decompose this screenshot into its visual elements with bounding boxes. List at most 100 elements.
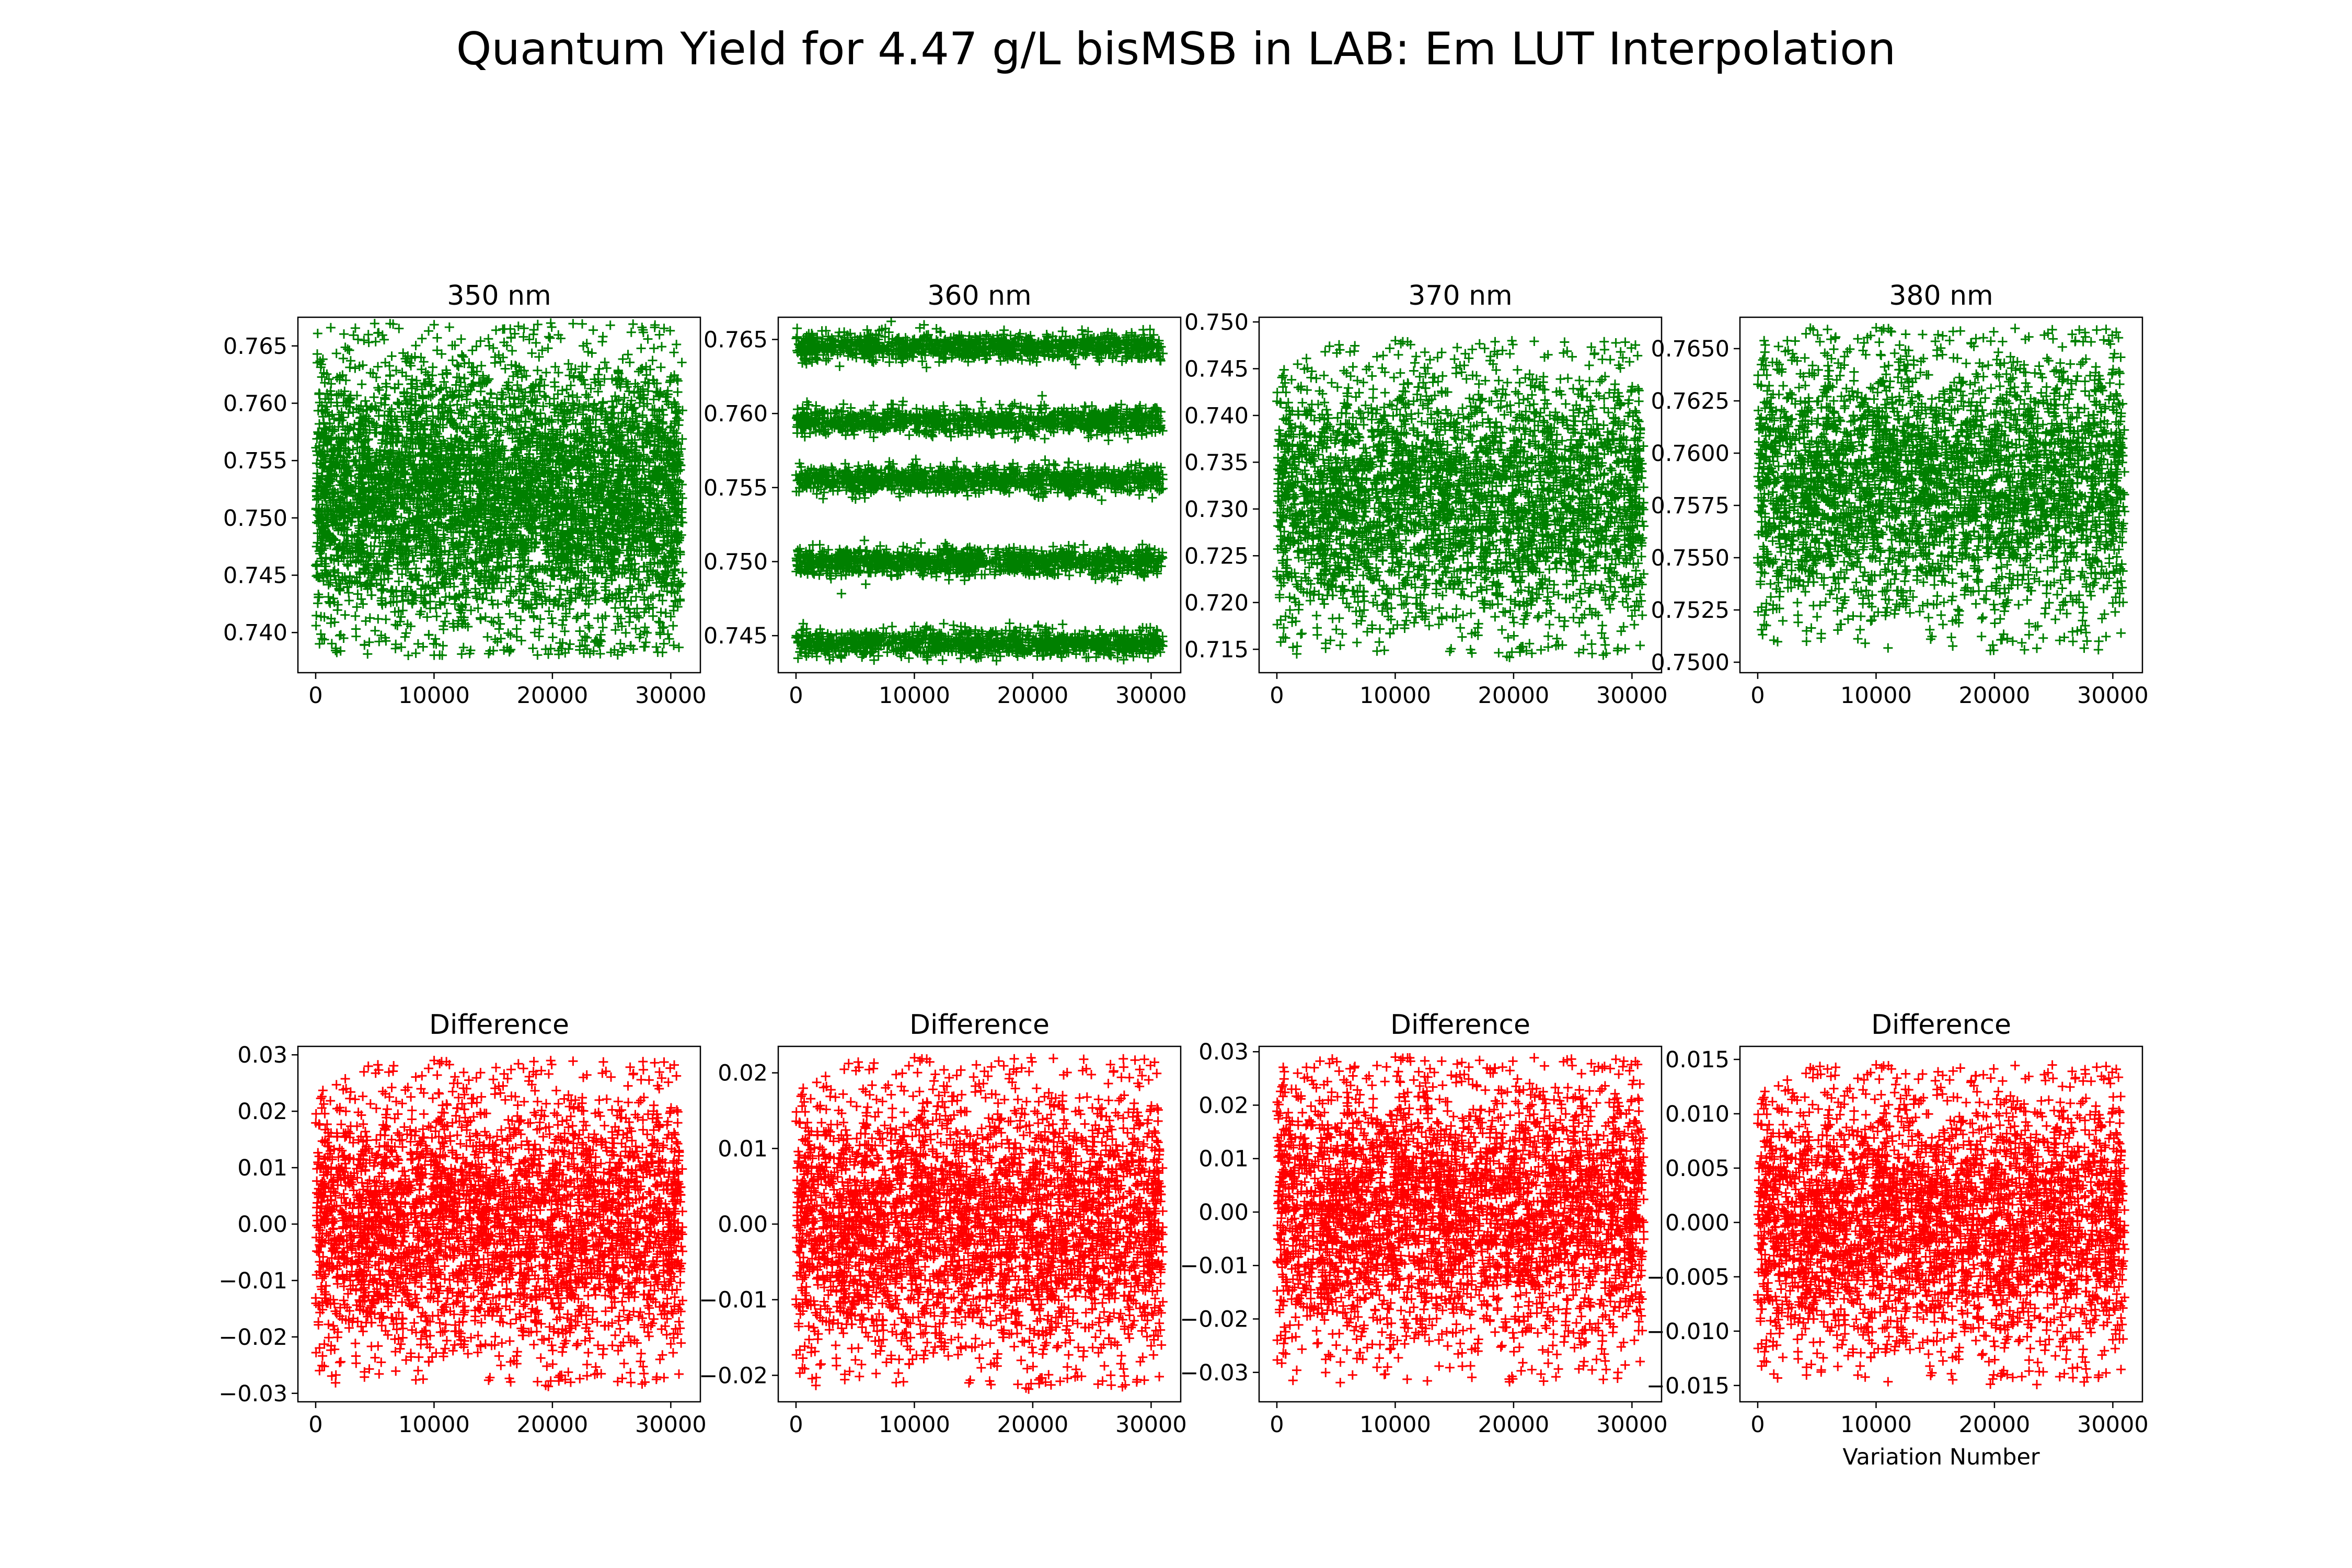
x-tick-label: 20000 <box>1959 1412 2031 1438</box>
y-tick-label: 0.720 <box>1184 590 1249 616</box>
x-tick-label: 0 <box>308 1412 322 1438</box>
x-tick-label: 0 <box>308 683 322 709</box>
y-tick-label: 0.02 <box>1198 1092 1249 1119</box>
x-tick-label: 30000 <box>2077 1412 2149 1438</box>
y-tick-label: 0.760 <box>704 401 768 427</box>
y-tick-label: 0.000 <box>1665 1210 1730 1236</box>
y-tick-label: 0.765 <box>704 327 768 353</box>
subplot-title: 350 nm <box>447 280 551 312</box>
x-tick-label: 20000 <box>997 1412 1069 1438</box>
y-tick-label: 0.760 <box>223 391 287 417</box>
y-tick-label: 0.00 <box>718 1212 768 1238</box>
x-tick-label: 0 <box>1270 683 1284 709</box>
y-tick-label: 0.005 <box>1665 1156 1730 1182</box>
y-tick-label: 0.01 <box>718 1136 768 1162</box>
scatter-series-8 <box>1753 1060 2129 1389</box>
x-tick-label: 0 <box>1750 1412 1765 1438</box>
subplot-3: 0 10000 20000 30000 0.715 0.720 0.725 0.730 0.73… <box>1184 280 1668 709</box>
x-tick-label: 0 <box>1270 1412 1284 1438</box>
x-tick-label: 20000 <box>1478 1412 1550 1438</box>
y-tick-label: 0.7525 <box>1651 597 1730 624</box>
y-tick-label: 0.01 <box>1198 1146 1249 1172</box>
x-axis-label: Variation Number <box>1842 1444 2039 1470</box>
y-tick-label: 0.765 <box>223 333 287 360</box>
y-tick-label: −0.02 <box>218 1324 287 1351</box>
y-tick-label: −0.015 <box>1646 1373 1730 1399</box>
subplot-title: 370 nm <box>1408 280 1512 312</box>
subplot-1: 0 10000 20000 30000 0.740 0.745 0.750 0.755 0.76… <box>223 280 707 709</box>
axes-frame <box>1739 1045 2143 1403</box>
scatter-series-7 <box>1272 1052 1648 1388</box>
subplot-5: 0 10000 20000 30000 −0.03 −0.02 −0.01 0.00 0.01 0… <box>218 1009 707 1438</box>
subplot-title: Difference <box>1390 1009 1530 1041</box>
x-tick-label: 10000 <box>1359 1412 1431 1438</box>
axes-frame <box>1739 316 2143 674</box>
x-tick-label: 20000 <box>517 1412 589 1438</box>
axes-frame <box>297 316 701 674</box>
y-tick-label: 0.7600 <box>1651 441 1730 467</box>
subplot-title: Difference <box>909 1009 1050 1041</box>
y-tick-label: 0.7625 <box>1651 388 1730 414</box>
y-tick-label: −0.02 <box>699 1363 768 1389</box>
y-tick-label: 0.730 <box>1184 497 1249 523</box>
y-tick-label: 0.00 <box>237 1212 287 1238</box>
x-tick-label: 30000 <box>1115 683 1187 709</box>
y-tick-label: 0.7550 <box>1651 545 1730 571</box>
subplot-title: 380 nm <box>1889 280 1993 312</box>
y-tick-label: −0.01 <box>218 1268 287 1294</box>
subplot-title: Difference <box>1871 1009 2011 1041</box>
x-tick-label: 10000 <box>1840 683 1912 709</box>
y-tick-label: 0.01 <box>237 1155 287 1181</box>
x-tick-label: 30000 <box>2077 683 2149 709</box>
subplot-title: 360 nm <box>927 280 1031 312</box>
y-tick-label: −0.005 <box>1646 1264 1730 1290</box>
scatter-series-1 <box>311 318 687 660</box>
y-tick-label: 0.03 <box>237 1042 287 1068</box>
x-tick-label: 30000 <box>1596 1412 1668 1438</box>
y-tick-label: −0.01 <box>699 1287 768 1313</box>
x-tick-label: 30000 <box>635 1412 707 1438</box>
y-tick-label: 0.745 <box>704 623 768 649</box>
scatter-series-5 <box>311 1056 687 1391</box>
y-tick-label: 0.745 <box>223 563 287 589</box>
y-tick-label: 0.740 <box>223 620 287 646</box>
figure-title: Quantum Yield for 4.47 g/L bisMSB in LAB… <box>456 23 1896 75</box>
y-tick-label: 0.745 <box>1184 356 1249 382</box>
y-tick-label: 0.7575 <box>1651 493 1730 519</box>
y-tick-label: 0.02 <box>718 1060 768 1087</box>
y-tick-label: 0.755 <box>704 475 768 501</box>
scatter-series-6 <box>791 1053 1168 1394</box>
subplot-6: 0 10000 20000 30000 −0.02 −0.01 0.00 0.01 0.02 Di… <box>699 1009 1187 1438</box>
y-tick-label: −0.01 <box>1180 1253 1249 1279</box>
x-tick-label: 20000 <box>1959 683 2031 709</box>
y-tick-label: 0.735 <box>1184 449 1249 476</box>
subplot-title: Difference <box>429 1009 569 1041</box>
subplot-2: 0 10000 20000 30000 0.745 0.750 0.755 0.760 0.76… <box>704 280 1187 709</box>
y-tick-label: 0.725 <box>1184 543 1249 569</box>
x-tick-label: 10000 <box>398 683 470 709</box>
x-tick-label: 0 <box>789 683 803 709</box>
x-tick-label: 30000 <box>635 683 707 709</box>
x-tick-label: 30000 <box>1115 1412 1187 1438</box>
x-tick-label: 20000 <box>517 683 589 709</box>
x-tick-label: 10000 <box>1840 1412 1912 1438</box>
x-tick-label: 20000 <box>1478 683 1550 709</box>
y-tick-label: −0.03 <box>1180 1360 1249 1386</box>
scatter-series-4 <box>1753 323 2129 655</box>
y-tick-label: 0.02 <box>237 1099 287 1125</box>
x-tick-label: 10000 <box>1359 683 1431 709</box>
subplot-7: 0 10000 20000 30000 −0.03 −0.02 −0.01 0.00 0.01 0… <box>1180 1009 1668 1438</box>
x-tick-label: 10000 <box>879 1412 950 1438</box>
y-tick-label: 0.015 <box>1665 1047 1730 1073</box>
scatter-series-3 <box>1272 336 1648 662</box>
y-tick-label: −0.02 <box>1180 1307 1249 1333</box>
scatter-series-2 <box>791 317 1168 666</box>
subplot-4: 0 10000 20000 30000 0.7500 0.7525 0.7550 0.7575… <box>1651 280 2149 709</box>
x-tick-label: 30000 <box>1596 683 1668 709</box>
y-tick-label: 0.03 <box>1198 1039 1249 1065</box>
y-tick-label: 0.750 <box>1184 309 1249 336</box>
y-tick-label: −0.010 <box>1646 1319 1730 1345</box>
axes-frame <box>777 316 1182 674</box>
x-tick-label: 10000 <box>398 1412 470 1438</box>
